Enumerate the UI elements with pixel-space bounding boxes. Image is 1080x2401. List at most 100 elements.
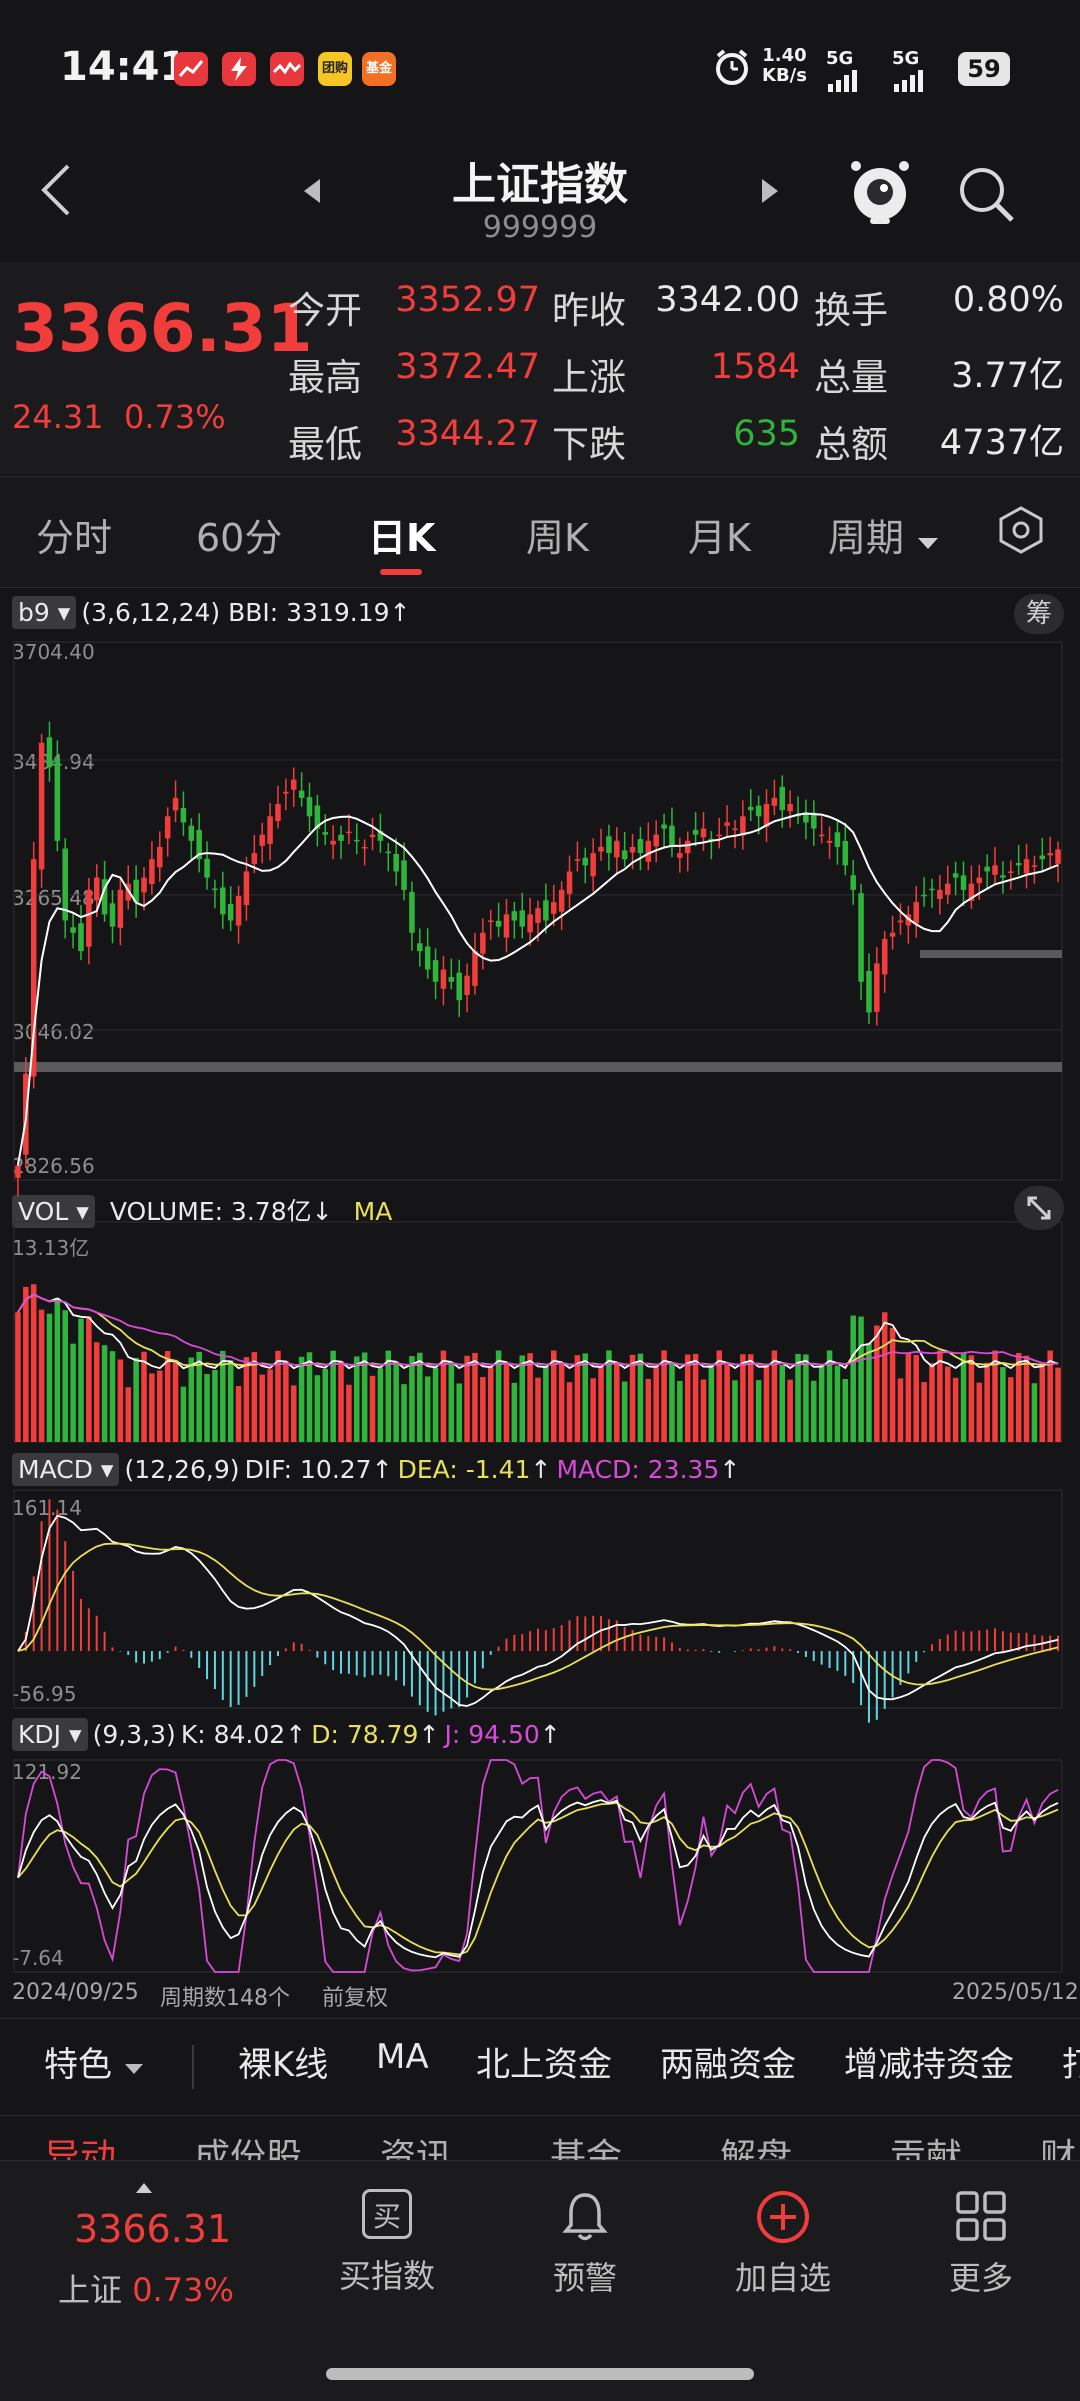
volume-bar xyxy=(298,1356,305,1442)
vol-tick: 13.13亿 xyxy=(12,1236,90,1260)
volume-bar xyxy=(850,1315,856,1442)
candle-body xyxy=(164,816,171,839)
candle-body xyxy=(771,797,778,806)
volume-bar xyxy=(629,1354,636,1442)
volume-bar xyxy=(905,1353,912,1442)
triangle-left-icon xyxy=(304,179,320,203)
kdj-k-line xyxy=(17,1799,1059,1959)
volume-bar xyxy=(38,1309,45,1442)
volume-bar xyxy=(456,1383,462,1442)
candle-body xyxy=(590,853,596,877)
feature-tab-ma[interactable]: MA xyxy=(376,2037,429,2077)
feature-tab-northbound[interactable]: 北上资金 xyxy=(476,2045,612,2085)
volume-bar xyxy=(960,1353,967,1442)
candle-body xyxy=(322,832,329,835)
candle-body xyxy=(1055,849,1061,864)
bottom-price[interactable]: 3366.31 xyxy=(74,2207,232,2251)
macd-dea: DEA: -1.41 xyxy=(397,1455,531,1484)
grid-more-icon xyxy=(956,2191,1006,2241)
buy-index-button[interactable]: 买 买指数 xyxy=(302,2189,472,2297)
volume-bar xyxy=(858,1316,864,1442)
up-arrow-icon: ↑ xyxy=(371,1455,393,1484)
candle-body xyxy=(314,805,321,829)
tab-monthly-k[interactable]: 月K xyxy=(688,516,751,560)
volume-bar xyxy=(440,1350,447,1442)
volume-bar xyxy=(669,1364,675,1442)
volume-bar xyxy=(1039,1362,1046,1442)
mascot-button[interactable] xyxy=(848,156,912,232)
volume-bar xyxy=(338,1361,344,1442)
candle-body xyxy=(385,851,392,854)
divider xyxy=(192,2045,194,2089)
feature-tab-margin[interactable]: 两融资金 xyxy=(660,2045,796,2085)
tab-daily-k[interactable]: 日K xyxy=(368,516,436,560)
macd-indicator-select[interactable]: MACD ▾ xyxy=(12,1453,120,1486)
candle-body xyxy=(874,963,880,1012)
volume-bar xyxy=(677,1380,683,1442)
volume-bar xyxy=(566,1382,573,1442)
candle-body xyxy=(424,946,431,970)
candle-body xyxy=(346,831,352,834)
volume-bar xyxy=(472,1352,478,1442)
candle-body xyxy=(732,828,738,831)
bottom-index-change[interactable]: 上证 0.73% xyxy=(58,2271,234,2309)
candle-body xyxy=(448,977,455,982)
candle-body xyxy=(290,779,297,790)
candle-body xyxy=(606,836,612,854)
chart-settings-button[interactable] xyxy=(996,505,1046,559)
volume-bar xyxy=(866,1343,872,1442)
home-indicator[interactable] xyxy=(326,2368,754,2380)
vol-ma20-line xyxy=(17,1293,1059,1367)
candle-body xyxy=(850,875,856,890)
feature-tab-special[interactable]: 特色 xyxy=(44,2037,145,2086)
tab-minute[interactable]: 分时 xyxy=(36,516,113,560)
candle-body xyxy=(519,910,525,927)
quote-value-volume: 3.77亿 xyxy=(951,356,1064,396)
next-stock-button[interactable] xyxy=(758,176,782,210)
candle-body xyxy=(93,877,100,901)
down-arrow-icon: ↓ xyxy=(311,1197,333,1226)
kline-chart[interactable] xyxy=(0,590,1080,1990)
candle-body xyxy=(54,758,61,841)
volume-bar xyxy=(826,1350,833,1442)
volume-bar xyxy=(385,1350,392,1442)
feature-tab-bare-k[interactable]: 裸K线 xyxy=(238,2045,329,2085)
volume-bar xyxy=(86,1316,92,1442)
volume-bar xyxy=(511,1382,518,1442)
volume-bar xyxy=(401,1384,407,1442)
volume-bar xyxy=(992,1350,998,1442)
candle-body xyxy=(787,804,793,812)
vol-ma5-line xyxy=(17,1293,1059,1370)
pane-frame xyxy=(13,1489,1063,1709)
feature-tab-holdings-change[interactable]: 增减持资金 xyxy=(844,2045,1014,2085)
add-watchlist-button[interactable]: 加自选 xyxy=(698,2189,868,2299)
volume-bar xyxy=(653,1365,659,1442)
candle-body xyxy=(889,932,896,937)
main-indicator-select[interactable]: b9 ▾ xyxy=(12,596,77,629)
volume-bar xyxy=(779,1365,786,1442)
volume-bar xyxy=(708,1365,715,1442)
tab-period-dropdown[interactable]: 周期 xyxy=(828,507,940,562)
volume-bar xyxy=(771,1350,778,1442)
macd-header: MACD ▾ (12,26,9) DIF: 10.27↑ DEA: -1.41↑… xyxy=(12,1453,740,1486)
back-button[interactable] xyxy=(36,160,76,224)
candle-body xyxy=(196,829,202,860)
tab-weekly-k[interactable]: 周K xyxy=(526,516,589,560)
feature-tab-more[interactable]: 打 xyxy=(1062,2045,1080,2085)
volume-bar xyxy=(409,1356,415,1442)
search-button[interactable] xyxy=(956,164,1016,228)
signal-2: 5G xyxy=(892,48,923,92)
chip-distribution-button[interactable]: 筹 xyxy=(1014,594,1064,634)
expand-icon xyxy=(1027,1196,1051,1220)
volume-bar xyxy=(448,1362,455,1442)
alert-button[interactable]: 预警 xyxy=(500,2189,670,2299)
expand-button[interactable] xyxy=(1014,1186,1064,1230)
kdj-indicator-select[interactable]: KDJ ▾ xyxy=(12,1718,88,1751)
volume-bar xyxy=(590,1378,596,1442)
volume-bar xyxy=(606,1350,612,1442)
more-button[interactable]: 更多 xyxy=(896,2189,1066,2299)
volume-bar xyxy=(519,1355,525,1442)
tab-60min[interactable]: 60分 xyxy=(196,516,283,560)
prev-stock-button[interactable] xyxy=(300,176,324,210)
volume-bar xyxy=(495,1350,502,1442)
